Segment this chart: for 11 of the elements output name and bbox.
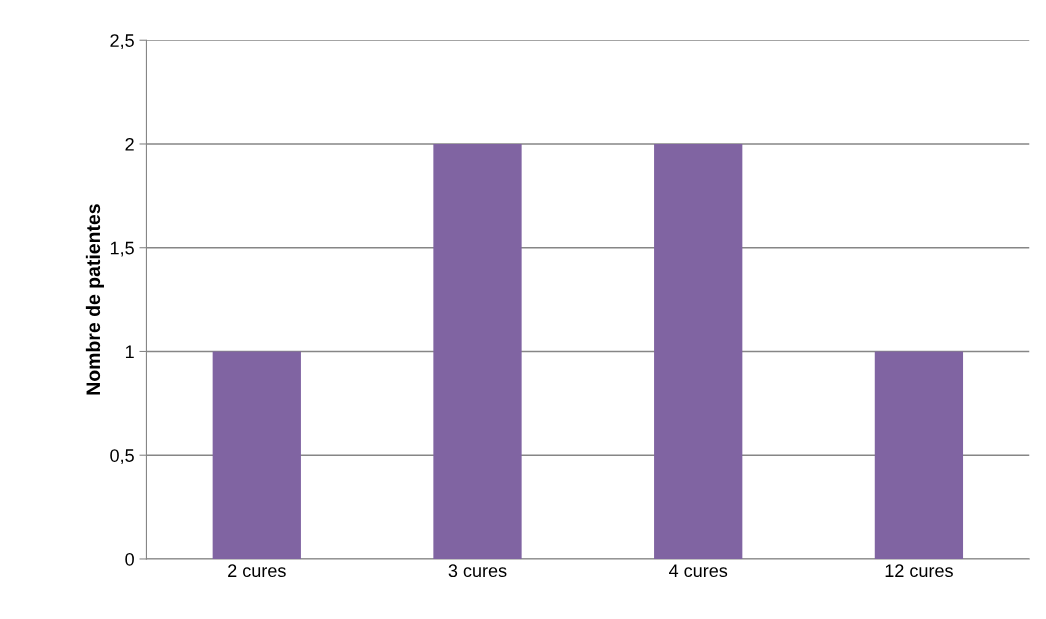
x-tick-label: 12 cures (885, 564, 953, 578)
y-tick-label: 2 (125, 137, 134, 151)
y-tick-label: 2,5 (110, 34, 134, 50)
x-tick-label: 4 cures (669, 564, 728, 578)
y-tick-label: 1 (125, 345, 134, 359)
y-tick-label: 0,5 (110, 449, 134, 465)
y-axis-title: Nombre de patientes (85, 204, 104, 395)
y-tick-label: 1,5 (110, 241, 134, 257)
x-tick-label: 3 cures (448, 564, 507, 578)
y-tick-label: 0 (125, 552, 134, 566)
x-tick-label: 2 cures (228, 564, 286, 578)
